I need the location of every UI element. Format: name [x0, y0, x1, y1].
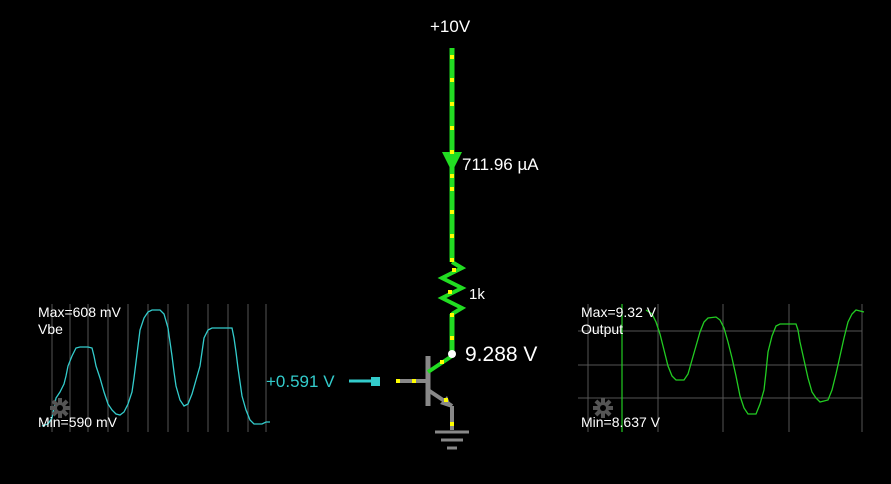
input-voltage-label: +0.591 V [266, 372, 335, 391]
current-label: 711.96 µA [462, 155, 539, 174]
resistor-1k[interactable] [437, 260, 467, 316]
vbe-trace [41, 309, 270, 427]
vbe-min-label: Min=590 mV [38, 414, 117, 430]
collector-voltage-label: 9.288 V [465, 343, 538, 366]
output-name-label: Output [581, 321, 624, 337]
current-dots [396, 55, 456, 426]
vbe-scope-gear-icon[interactable] [50, 398, 70, 418]
output-trace [645, 309, 865, 415]
vbe-max-label: Max=608 mV [38, 304, 121, 320]
vbe-scope[interactable] [41, 304, 270, 432]
resistor-label: 1k [469, 286, 485, 303]
output-min-label: Min=8.637 V [581, 414, 660, 430]
current-arrow-icon [442, 152, 462, 172]
vbe-name-label: Vbe [38, 321, 63, 337]
output-scope-gear-icon[interactable] [593, 398, 613, 418]
output-max-label: Max=9.32 V [581, 304, 657, 320]
ground-icon [435, 430, 469, 450]
output-scope[interactable] [578, 304, 865, 432]
input-terminal[interactable] [371, 377, 380, 386]
supply-voltage-label: +10V [430, 17, 471, 36]
collector-node[interactable] [448, 350, 456, 358]
